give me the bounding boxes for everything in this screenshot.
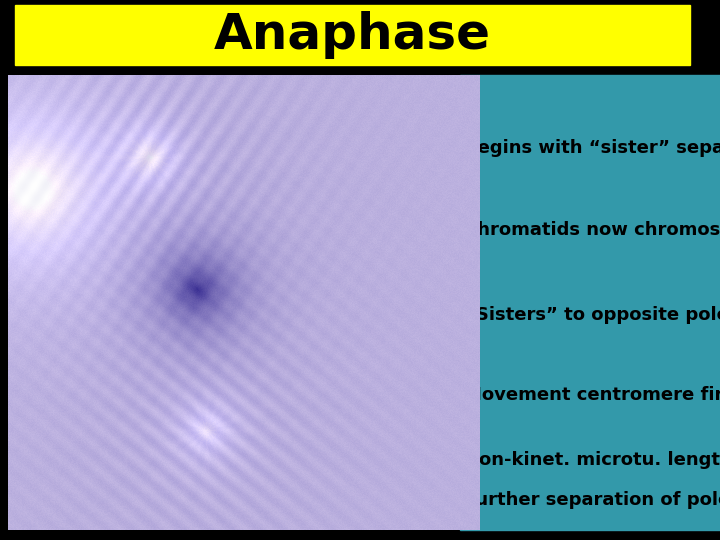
Text: Anaphase: Anaphase [214,11,491,59]
Text: Begins with “sister” separation: Begins with “sister” separation [464,139,720,157]
Text: Non-kinet. microtu. lengthening: Non-kinet. microtu. lengthening [464,451,720,469]
Text: Movement centromere first: Movement centromere first [464,386,720,404]
Bar [460,75,720,530]
Text: Further separation of poles: Further separation of poles [464,491,720,509]
Text: Chromatids now chromosomes: Chromatids now chromosomes [464,221,720,239]
Text: “Sisters” to opposite poles: “Sisters” to opposite poles [464,306,720,324]
Bar [15,5,690,65]
